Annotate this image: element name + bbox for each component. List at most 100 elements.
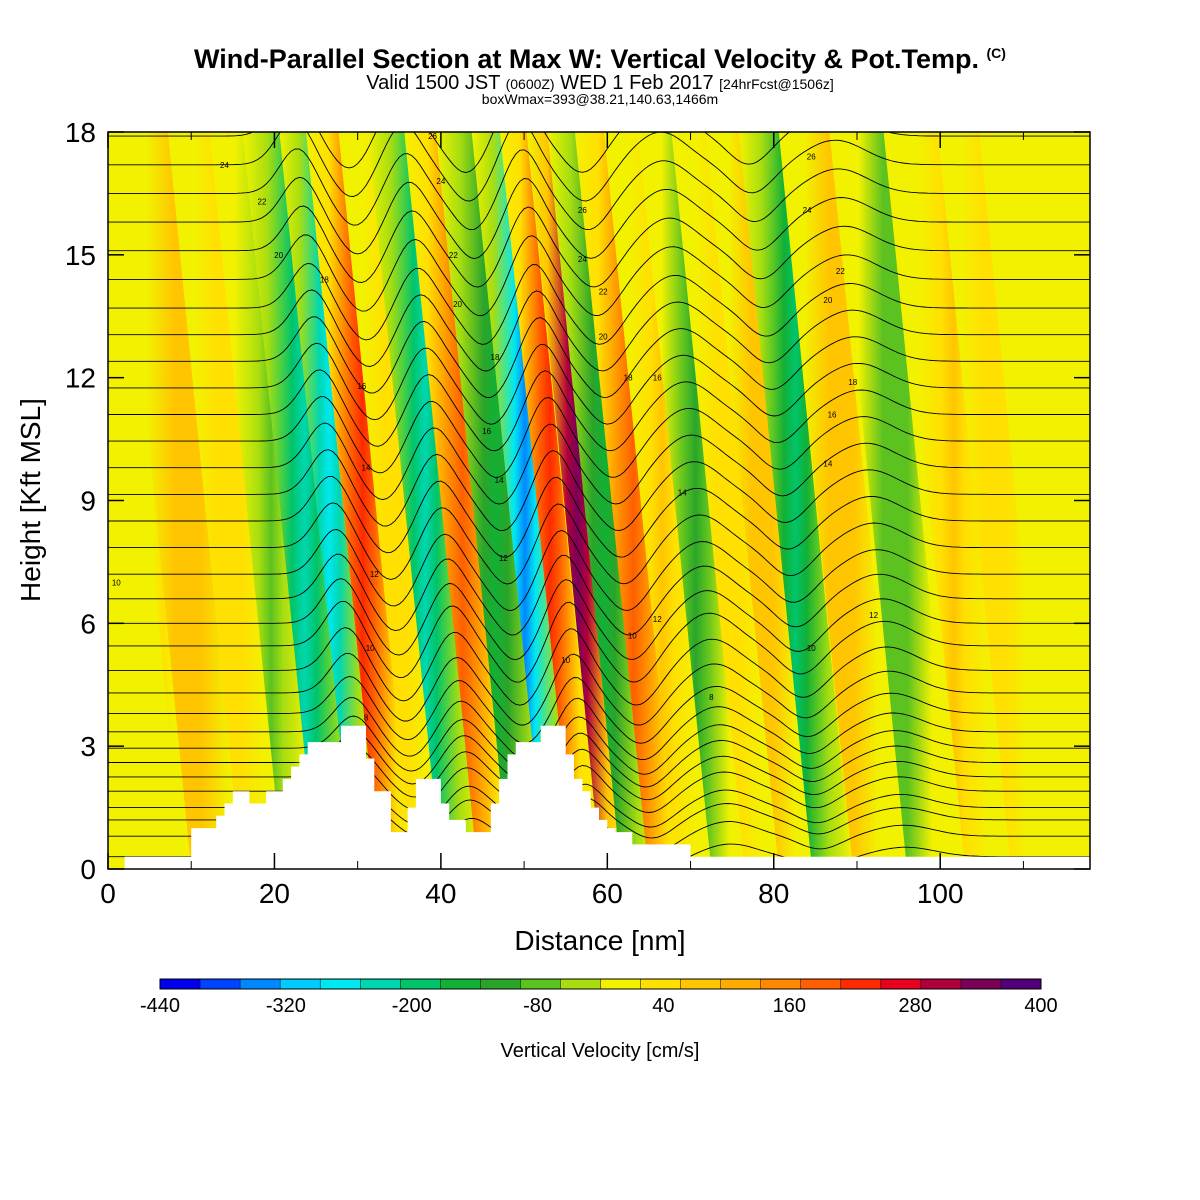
colorbar-swatch (920, 979, 962, 989)
colorbar-swatch (640, 979, 682, 989)
velocity-band-shape (279, 132, 380, 869)
y-tick-label: 3 (80, 731, 96, 762)
theta-contour-line (108, 316, 1090, 398)
colorbar-tick-label: -440 (140, 995, 180, 1017)
theta-contour-line (108, 652, 1090, 726)
contour-label: 20 (453, 300, 462, 309)
terrain-shape (108, 725, 1090, 869)
colorbar-swatch (1000, 979, 1042, 989)
contour-label: 20 (599, 333, 608, 342)
colorbar-swatch (840, 979, 882, 989)
theta-contours (108, 132, 1090, 869)
theta-contour-line (108, 369, 1090, 452)
theta-contour-line (108, 449, 1090, 532)
contour-label: 18 (624, 374, 633, 383)
colorbar-swatch (440, 979, 481, 989)
theta-contour-line (108, 748, 1090, 801)
velocity-band-shape (891, 132, 1016, 869)
velocity-band (705, 132, 819, 869)
forecast-info: [24hrFcst@1506z] (719, 76, 834, 92)
contour-label: 12 (653, 615, 662, 624)
velocity-band-shape (705, 132, 819, 869)
contour-label: 14 (823, 460, 832, 469)
colorbar-swatch (360, 979, 401, 989)
velocity-band (937, 132, 1053, 869)
velocity-band-shape (117, 132, 258, 869)
velocity-band-shape (638, 132, 753, 869)
velocity-band-shape (367, 132, 483, 869)
velocity-band (279, 132, 380, 869)
velocity-band-shape (603, 132, 721, 869)
y-tick-label: 9 (80, 486, 96, 517)
colorbar-swatch (320, 979, 361, 989)
chart-title-text: Wind-Parallel Section at Max W: Vertical… (194, 44, 979, 74)
axes: 0 20 40 60 80 100 0 3 6 9 12 15 18 (65, 117, 1090, 909)
colorbar-tick-label: 280 (898, 995, 931, 1017)
contour-labels: 24 22 20 18 16 14 12 10 8 26 24 22 20 18 16 14 12 10 26 24 2… (112, 132, 879, 722)
theta-contour-line (108, 234, 1090, 317)
valid-prefix: Valid 1500 JST (366, 72, 501, 94)
contour-label: 16 (357, 382, 366, 391)
contour-label: 26 (428, 132, 437, 141)
velocity-band (671, 132, 787, 869)
colorbar-swatch (480, 979, 521, 989)
contour-label: 12 (499, 554, 508, 563)
velocity-band (603, 132, 721, 869)
theta-contour-line (108, 600, 1090, 683)
velocity-band-shape (435, 132, 556, 869)
colorbar-swatch (800, 979, 842, 989)
theta-contour-line (108, 422, 1090, 505)
colorbar-tick-label: 160 (773, 995, 806, 1017)
colorbar-tick-label: -200 (392, 995, 432, 1017)
contour-label: 10 (366, 644, 375, 653)
theta-contour-line (108, 529, 1090, 611)
contour-label: 20 (823, 296, 832, 305)
velocity-band-shape (306, 132, 420, 869)
contour-label: 26 (578, 206, 587, 215)
contour-label: 24 (803, 206, 812, 215)
contour-label: 18 (320, 275, 329, 284)
contour-label: 14 (362, 464, 371, 473)
theta-contour-line (108, 475, 1090, 558)
theta-contour-line (108, 205, 1090, 288)
contour-label: 26 (807, 153, 816, 162)
colorbar-tick-label: -80 (523, 995, 552, 1017)
x-tick-label: 80 (758, 878, 789, 909)
velocity-band (117, 132, 258, 869)
chart-title: Wind-Parallel Section at Max W: Vertical… (0, 44, 1200, 75)
contour-label: 18 (491, 353, 500, 362)
y-tick-label: 15 (65, 240, 96, 271)
contour-label: 22 (258, 198, 267, 207)
y-tick-label: 0 (80, 854, 96, 885)
contour-label: 8 (364, 714, 369, 723)
contour-label: 10 (807, 644, 816, 653)
contour-label: 22 (836, 267, 845, 276)
theta-contour-line (108, 502, 1090, 585)
colorbar-swatch (960, 979, 1002, 989)
theta-contour-line (108, 553, 1090, 636)
velocity-band (306, 132, 420, 869)
colorbar-swatch (760, 979, 802, 989)
x-tick-label: 100 (917, 878, 964, 909)
colorbar-tick-label: 40 (652, 995, 674, 1017)
theta-contour-line (108, 676, 1090, 744)
velocity-band (167, 132, 292, 869)
colorbar-tick-label: 400 (1024, 995, 1057, 1017)
x-tick-label: 0 (100, 878, 116, 909)
colorbar: -440 -320 -200 -80 40 160 280 400 (140, 978, 1058, 1017)
theta-contour-line (108, 148, 1090, 231)
y-tick-label: 6 (80, 608, 96, 639)
theta-contour-line (108, 731, 1090, 788)
contour-label: 14 (678, 488, 687, 497)
velocity-band-shape (671, 132, 787, 869)
colorbar-swatch (520, 979, 561, 989)
theta-contour-line (108, 262, 1090, 345)
y-tick-label: 12 (65, 363, 96, 394)
velocity-band (435, 132, 556, 869)
valid-time-line: Valid 1500 JST (0600Z) WED 1 Feb 2017 [2… (0, 72, 1200, 95)
contour-label: 12 (370, 570, 379, 579)
colorbar-label: Vertical Velocity [cm/s] (501, 1040, 700, 1062)
velocity-band (367, 132, 483, 869)
valid-zulu: (0600Z) (505, 76, 555, 92)
